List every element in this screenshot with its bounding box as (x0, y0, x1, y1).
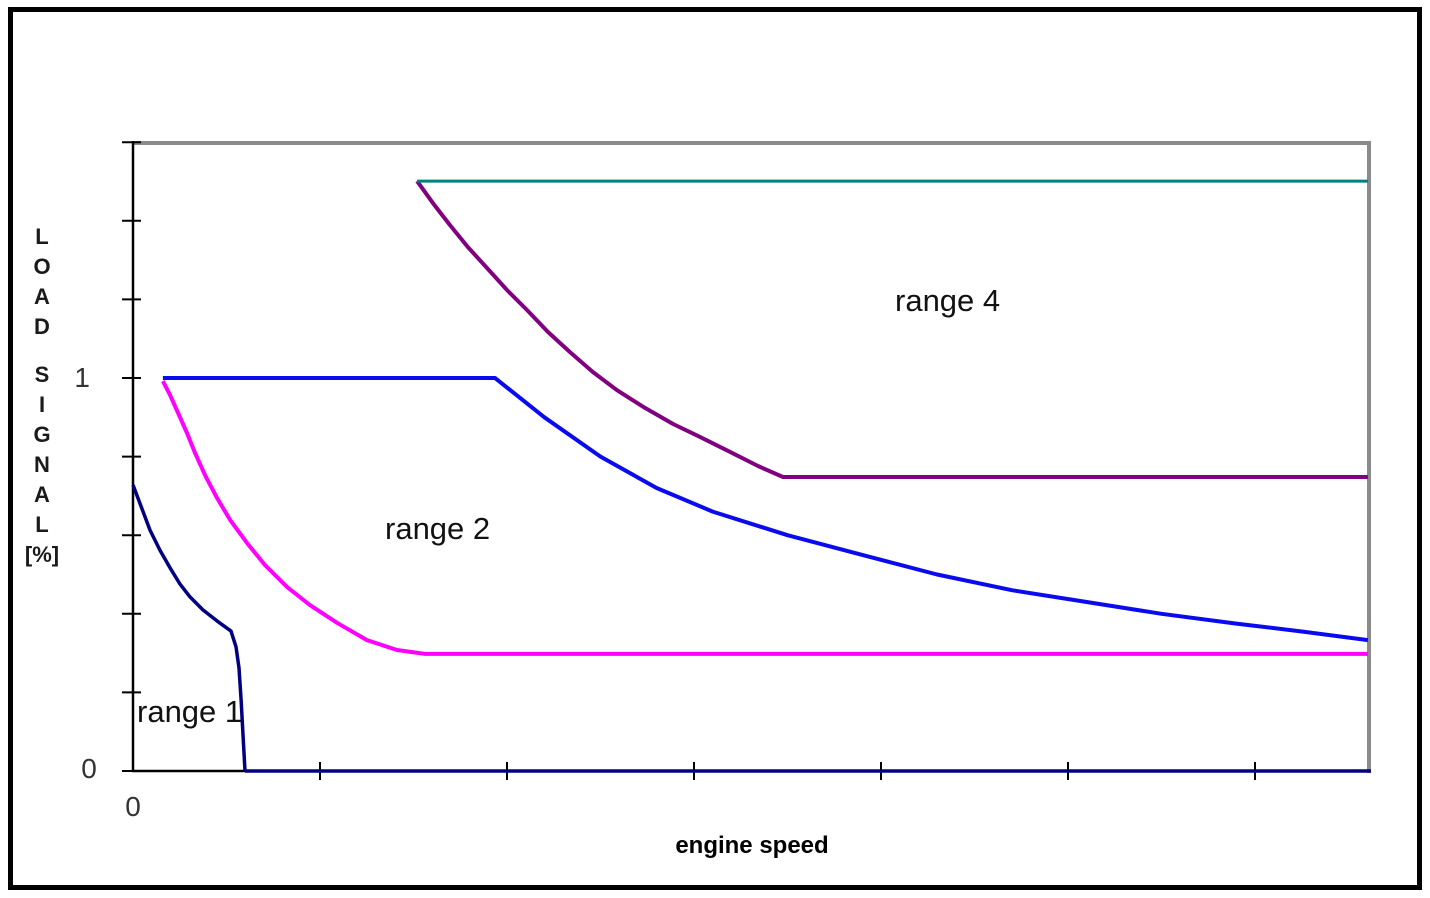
x-tick-label-0: 0 (125, 791, 141, 822)
y-axis-caption-letter: [%] (24, 542, 60, 567)
y-tick-label-1: 1 (74, 362, 90, 393)
y-axis-caption-letter: A (34, 284, 50, 309)
series-range-2-lower-boundary (161, 380, 1368, 656)
series-range-4-lower-boundary (415, 179, 1368, 479)
annotation-range-1: range 1 (137, 694, 243, 729)
y-axis-caption-letter: S (34, 362, 50, 387)
y-axis-caption-letter: L (35, 224, 49, 249)
y-tick-label-0: 0 (81, 753, 97, 784)
x-axis-title: engine speed (675, 832, 829, 859)
y-axis-caption-letter: D (34, 314, 50, 339)
y-axis-caption-letter: G (33, 422, 51, 447)
y-axis-caption-letter: N (34, 452, 50, 477)
annotation-range-2: range 2 (385, 511, 491, 546)
series-range-2-upper-boundary (162, 376, 1369, 643)
series-range-1-boundary (131, 484, 247, 772)
annotation-range-4: range 4 (895, 283, 1001, 318)
y-axis-caption-letter: O (33, 254, 51, 279)
y-axis-caption-letter: I (38, 392, 46, 417)
y-axis-caption-letter: A (34, 482, 50, 507)
y-axis-caption-letter: L (35, 512, 49, 537)
